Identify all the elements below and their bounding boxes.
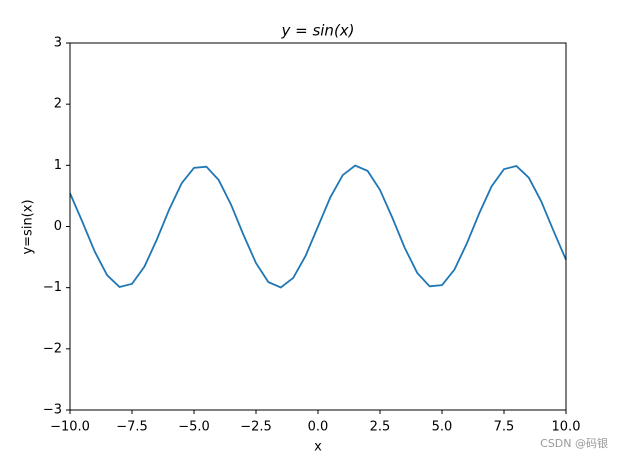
x-tick-label: 10.0 xyxy=(552,420,581,435)
y-axis-label: y=sin(x) xyxy=(21,199,36,254)
axes-frame xyxy=(69,42,567,411)
x-tick-label: 2.5 xyxy=(370,420,391,435)
y-tick-label: 0 xyxy=(54,219,62,234)
x-tick-label: −2.5 xyxy=(240,420,272,435)
y-tick-label: 1 xyxy=(54,158,62,173)
chart-title: y = sin(x) xyxy=(280,22,354,40)
y-tick-label: 2 xyxy=(54,97,62,112)
x-axis-label: x xyxy=(314,440,322,455)
x-tick-label: 7.5 xyxy=(494,420,515,435)
x-tick-label: 5.0 xyxy=(432,420,453,435)
x-tick-label: −7.5 xyxy=(116,420,148,435)
y-tick-label: −3 xyxy=(43,403,62,418)
x-tick-label: 0.0 xyxy=(308,420,329,435)
x-tick-label: −5.0 xyxy=(178,420,210,435)
y-tick-label: −2 xyxy=(43,341,62,356)
watermark: CSDN @码银 xyxy=(540,436,608,450)
line xyxy=(69,164,567,289)
y-tick-label: 3 xyxy=(54,36,62,51)
y-tick-label: −1 xyxy=(43,280,62,295)
x-tick-label: −10.0 xyxy=(50,420,90,435)
